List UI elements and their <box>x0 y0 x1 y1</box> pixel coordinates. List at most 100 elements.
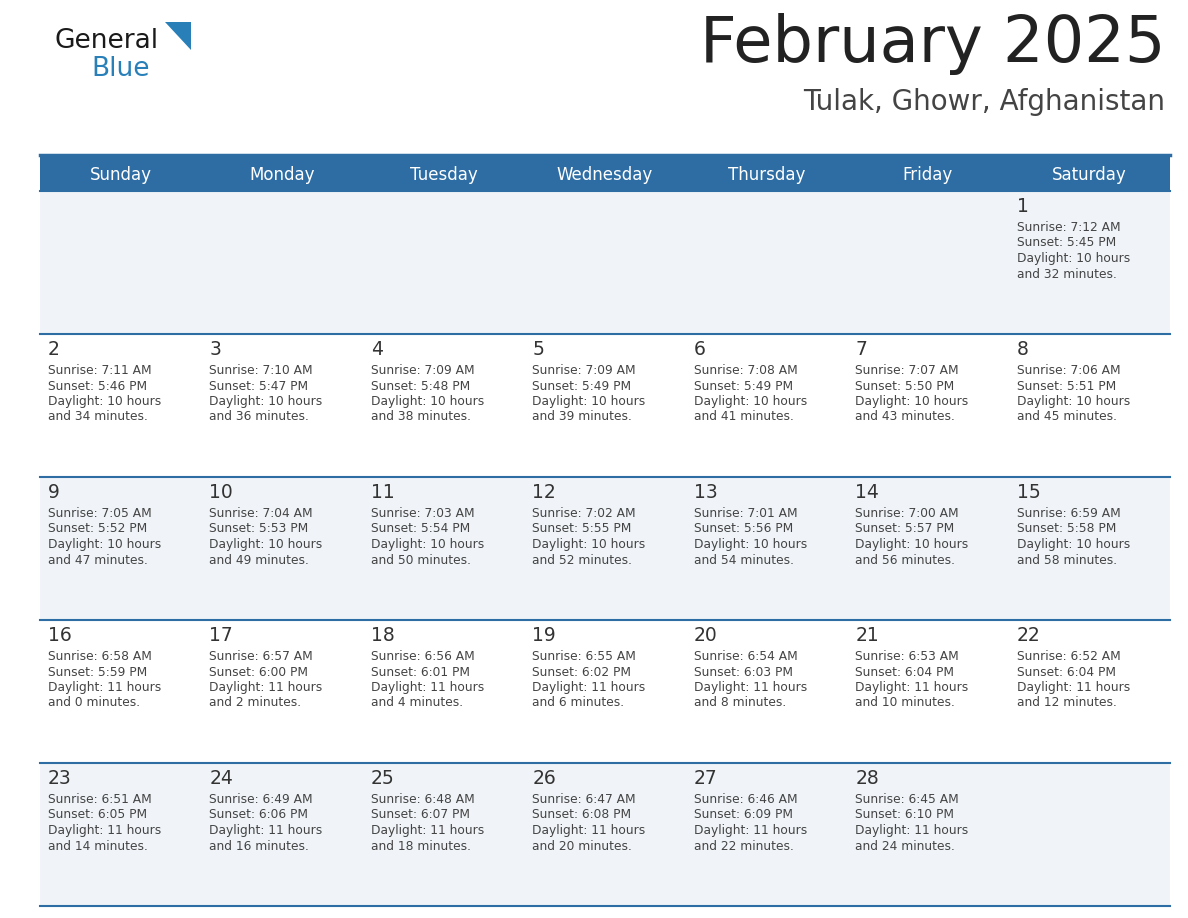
Text: Tuesday: Tuesday <box>410 166 478 185</box>
Text: and 56 minutes.: and 56 minutes. <box>855 554 955 566</box>
Text: Daylight: 11 hours: Daylight: 11 hours <box>532 824 645 837</box>
Text: Sunrise: 6:54 AM: Sunrise: 6:54 AM <box>694 650 797 663</box>
Text: Sunset: 6:08 PM: Sunset: 6:08 PM <box>532 809 631 822</box>
Text: Sunrise: 7:04 AM: Sunrise: 7:04 AM <box>209 507 314 520</box>
Text: and 36 minutes.: and 36 minutes. <box>209 410 309 423</box>
Text: Daylight: 10 hours: Daylight: 10 hours <box>371 538 484 551</box>
Text: and 32 minutes.: and 32 minutes. <box>1017 267 1117 281</box>
Text: Sunset: 5:48 PM: Sunset: 5:48 PM <box>371 379 470 393</box>
Text: 5: 5 <box>532 340 544 359</box>
Text: Sunset: 5:54 PM: Sunset: 5:54 PM <box>371 522 470 535</box>
Text: and 45 minutes.: and 45 minutes. <box>1017 410 1117 423</box>
Text: Sunset: 6:00 PM: Sunset: 6:00 PM <box>209 666 309 678</box>
Text: Sunset: 5:53 PM: Sunset: 5:53 PM <box>209 522 309 535</box>
Text: Daylight: 10 hours: Daylight: 10 hours <box>209 538 323 551</box>
Text: Daylight: 11 hours: Daylight: 11 hours <box>371 824 484 837</box>
Text: 19: 19 <box>532 626 556 645</box>
Text: Sunrise: 7:08 AM: Sunrise: 7:08 AM <box>694 364 797 377</box>
Text: 17: 17 <box>209 626 233 645</box>
Text: and 4 minutes.: and 4 minutes. <box>371 697 463 710</box>
Text: Sunrise: 7:06 AM: Sunrise: 7:06 AM <box>1017 364 1120 377</box>
Text: Daylight: 11 hours: Daylight: 11 hours <box>855 681 968 694</box>
Text: Friday: Friday <box>903 166 953 185</box>
Text: Sunrise: 6:52 AM: Sunrise: 6:52 AM <box>1017 650 1120 663</box>
Text: Sunset: 6:10 PM: Sunset: 6:10 PM <box>855 809 954 822</box>
Text: 22: 22 <box>1017 626 1041 645</box>
Text: Sunset: 5:52 PM: Sunset: 5:52 PM <box>48 522 147 535</box>
Text: Sunrise: 7:10 AM: Sunrise: 7:10 AM <box>209 364 314 377</box>
Text: Sunday: Sunday <box>90 166 152 185</box>
Text: Sunrise: 6:57 AM: Sunrise: 6:57 AM <box>209 650 314 663</box>
Text: and 24 minutes.: and 24 minutes. <box>855 839 955 853</box>
Text: Sunrise: 7:00 AM: Sunrise: 7:00 AM <box>855 507 959 520</box>
Text: Sunrise: 7:03 AM: Sunrise: 7:03 AM <box>371 507 474 520</box>
Text: Sunset: 5:49 PM: Sunset: 5:49 PM <box>694 379 792 393</box>
Text: Sunrise: 6:46 AM: Sunrise: 6:46 AM <box>694 793 797 806</box>
Text: 15: 15 <box>1017 483 1041 502</box>
Bar <box>40 763 1170 906</box>
Text: 4: 4 <box>371 340 383 359</box>
Text: Sunrise: 6:51 AM: Sunrise: 6:51 AM <box>48 793 152 806</box>
Text: Daylight: 10 hours: Daylight: 10 hours <box>855 395 968 408</box>
Text: Daylight: 11 hours: Daylight: 11 hours <box>209 824 323 837</box>
Polygon shape <box>165 22 191 50</box>
Text: Sunset: 5:59 PM: Sunset: 5:59 PM <box>48 666 147 678</box>
Bar <box>40 477 1170 620</box>
Text: Daylight: 10 hours: Daylight: 10 hours <box>371 395 484 408</box>
Text: Daylight: 10 hours: Daylight: 10 hours <box>694 395 807 408</box>
Text: and 6 minutes.: and 6 minutes. <box>532 697 625 710</box>
Text: Daylight: 10 hours: Daylight: 10 hours <box>48 538 162 551</box>
Text: and 43 minutes.: and 43 minutes. <box>855 410 955 423</box>
Text: Sunrise: 7:09 AM: Sunrise: 7:09 AM <box>371 364 474 377</box>
Text: Sunrise: 7:02 AM: Sunrise: 7:02 AM <box>532 507 636 520</box>
Text: Daylight: 11 hours: Daylight: 11 hours <box>1017 681 1130 694</box>
Text: 10: 10 <box>209 483 233 502</box>
Text: and 49 minutes.: and 49 minutes. <box>209 554 309 566</box>
Text: Daylight: 10 hours: Daylight: 10 hours <box>209 395 323 408</box>
Text: Sunrise: 6:45 AM: Sunrise: 6:45 AM <box>855 793 959 806</box>
Text: 28: 28 <box>855 769 879 788</box>
Text: 16: 16 <box>48 626 71 645</box>
Text: Sunset: 6:04 PM: Sunset: 6:04 PM <box>1017 666 1116 678</box>
Text: Sunrise: 6:48 AM: Sunrise: 6:48 AM <box>371 793 475 806</box>
Text: 2: 2 <box>48 340 59 359</box>
Text: Sunrise: 6:58 AM: Sunrise: 6:58 AM <box>48 650 152 663</box>
Text: Sunrise: 7:09 AM: Sunrise: 7:09 AM <box>532 364 636 377</box>
Text: 26: 26 <box>532 769 556 788</box>
Text: and 18 minutes.: and 18 minutes. <box>371 839 470 853</box>
Text: Sunset: 5:47 PM: Sunset: 5:47 PM <box>209 379 309 393</box>
Text: Thursday: Thursday <box>728 166 805 185</box>
Text: and 50 minutes.: and 50 minutes. <box>371 554 470 566</box>
Text: Sunset: 5:45 PM: Sunset: 5:45 PM <box>1017 237 1116 250</box>
Text: Sunset: 5:56 PM: Sunset: 5:56 PM <box>694 522 792 535</box>
Text: Daylight: 11 hours: Daylight: 11 hours <box>48 681 162 694</box>
Text: and 2 minutes.: and 2 minutes. <box>209 697 302 710</box>
Text: Daylight: 11 hours: Daylight: 11 hours <box>532 681 645 694</box>
Text: 23: 23 <box>48 769 71 788</box>
Text: 27: 27 <box>694 769 718 788</box>
Text: and 8 minutes.: and 8 minutes. <box>694 697 786 710</box>
Text: Sunset: 6:03 PM: Sunset: 6:03 PM <box>694 666 792 678</box>
Text: and 58 minutes.: and 58 minutes. <box>1017 554 1117 566</box>
Text: 9: 9 <box>48 483 59 502</box>
Text: 25: 25 <box>371 769 394 788</box>
Text: Sunset: 6:01 PM: Sunset: 6:01 PM <box>371 666 470 678</box>
Text: 8: 8 <box>1017 340 1029 359</box>
Text: 20: 20 <box>694 626 718 645</box>
Text: Sunset: 6:02 PM: Sunset: 6:02 PM <box>532 666 631 678</box>
Text: Daylight: 11 hours: Daylight: 11 hours <box>855 824 968 837</box>
Text: Daylight: 10 hours: Daylight: 10 hours <box>532 395 645 408</box>
Text: Sunrise: 6:55 AM: Sunrise: 6:55 AM <box>532 650 636 663</box>
Text: Sunset: 5:58 PM: Sunset: 5:58 PM <box>1017 522 1116 535</box>
Text: 18: 18 <box>371 626 394 645</box>
Text: 7: 7 <box>855 340 867 359</box>
Text: and 20 minutes.: and 20 minutes. <box>532 839 632 853</box>
Text: and 0 minutes.: and 0 minutes. <box>48 697 140 710</box>
Text: Sunrise: 7:01 AM: Sunrise: 7:01 AM <box>694 507 797 520</box>
Text: Daylight: 11 hours: Daylight: 11 hours <box>694 824 807 837</box>
Text: 21: 21 <box>855 626 879 645</box>
Text: Sunrise: 7:07 AM: Sunrise: 7:07 AM <box>855 364 959 377</box>
Text: and 10 minutes.: and 10 minutes. <box>855 697 955 710</box>
Text: and 12 minutes.: and 12 minutes. <box>1017 697 1117 710</box>
Text: Sunrise: 6:49 AM: Sunrise: 6:49 AM <box>209 793 314 806</box>
